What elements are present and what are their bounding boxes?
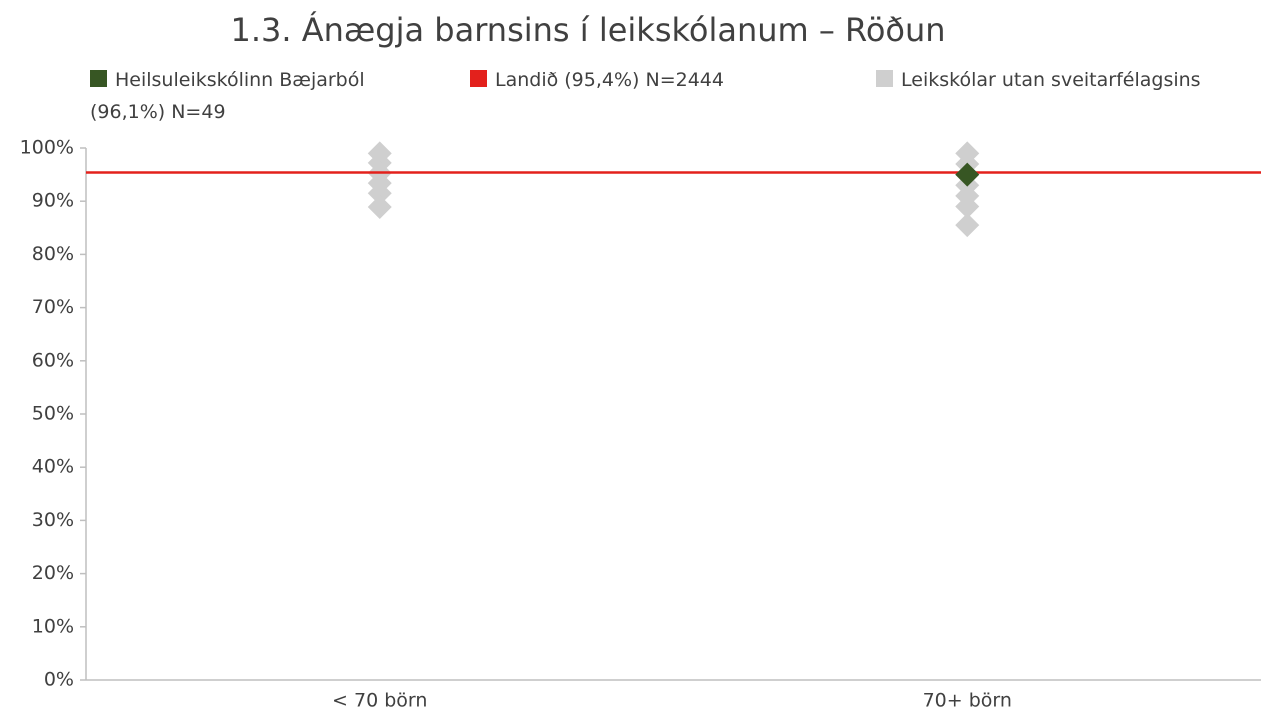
legend-swatch xyxy=(90,70,107,87)
chart-title: 1.3. Ánægja barnsins í leikskólanum – Rö… xyxy=(230,11,945,49)
y-tick-label: 50% xyxy=(32,403,74,425)
y-tick-label: 90% xyxy=(32,190,74,212)
y-tick-label: 40% xyxy=(32,456,74,478)
legend-label: Landið (95,4%) N=2444 xyxy=(495,69,724,91)
diamond-marker xyxy=(955,213,980,238)
x-tick-label: 70+ börn xyxy=(923,690,1012,711)
legend-label: Leikskólar utan sveitarfélagsins xyxy=(901,69,1201,91)
y-tick-label: 60% xyxy=(32,349,74,371)
diamond-marker xyxy=(367,195,392,220)
legend-item: Leikskólar utan sveitarfélagsins xyxy=(876,64,1261,96)
y-tick-label: 100% xyxy=(20,137,74,159)
x-tick-label: < 70 börn xyxy=(332,690,427,711)
legend-item: Landið (95,4%) N=2444 xyxy=(470,64,850,96)
legend-swatch xyxy=(876,70,893,87)
y-tick-label: 70% xyxy=(32,296,74,318)
y-tick-label: 30% xyxy=(32,509,74,531)
y-tick-label: 0% xyxy=(44,669,74,691)
diamond-marker xyxy=(367,181,392,206)
diamond-marker xyxy=(955,194,980,219)
y-tick-label: 20% xyxy=(32,562,74,584)
diamond-marker xyxy=(955,162,980,187)
y-tick-label: 10% xyxy=(32,615,74,637)
legend-label: Heilsuleikskólinn Bæjarból (96,1%) N=49 xyxy=(90,69,365,123)
y-tick-label: 80% xyxy=(32,243,74,265)
legend-swatch xyxy=(470,70,487,87)
legend-item: Heilsuleikskólinn Bæjarból (96,1%) N=49 xyxy=(90,64,420,128)
